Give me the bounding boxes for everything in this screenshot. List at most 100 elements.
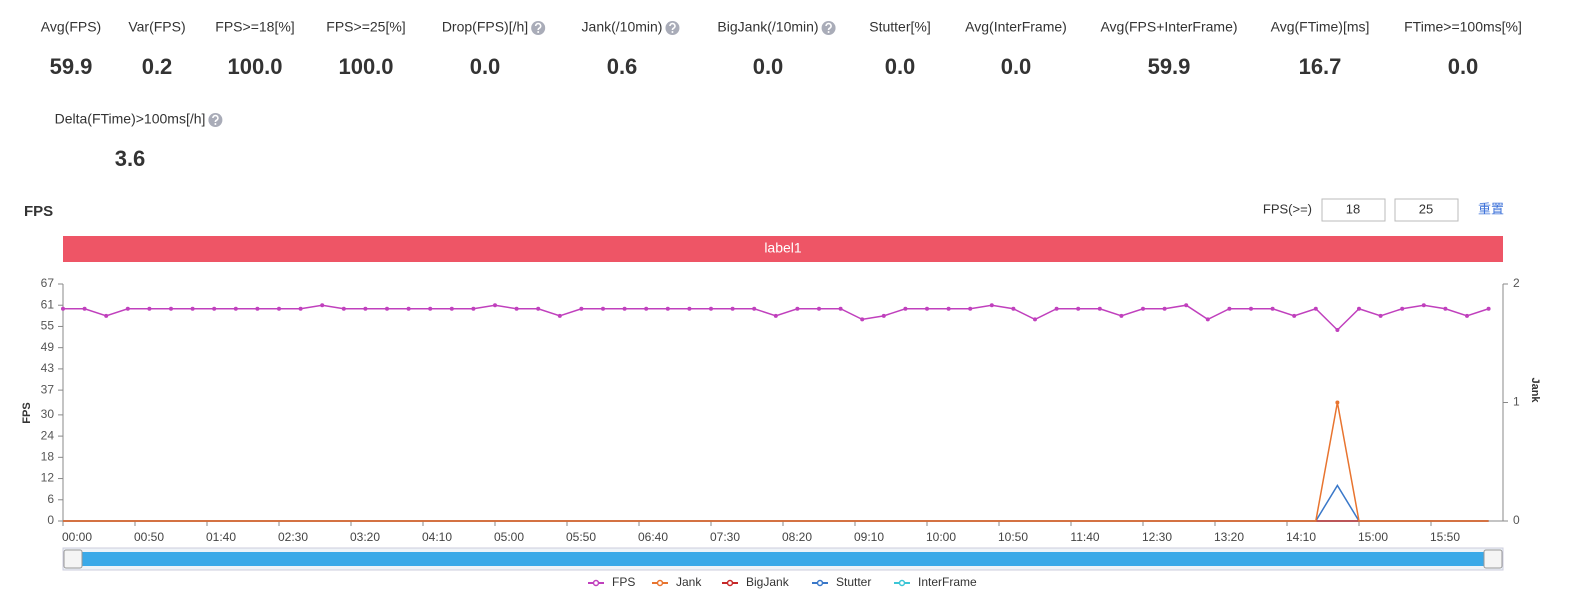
series-point xyxy=(860,317,865,322)
x-tick-label: 14:10 xyxy=(1286,530,1316,544)
help-icon-dot xyxy=(214,123,217,125)
series-point xyxy=(687,306,692,311)
y-tick-label: 12 xyxy=(41,471,55,485)
series-point xyxy=(1011,306,1016,311)
legend-symbol-dot xyxy=(592,579,600,587)
series-point xyxy=(1162,306,1167,311)
series-point xyxy=(1486,306,1491,311)
series-point xyxy=(665,306,670,311)
series-point xyxy=(989,303,994,308)
y-axis-title: FPS xyxy=(21,402,33,423)
help-icon-dot xyxy=(537,31,540,33)
series-point xyxy=(644,306,649,311)
series-point xyxy=(838,306,843,311)
series-line xyxy=(63,402,1489,522)
zoom-handle[interactable] xyxy=(1483,549,1503,569)
help-icon-dot xyxy=(671,31,674,33)
series-point xyxy=(1054,306,1059,311)
series-point xyxy=(795,306,800,311)
x-tick-label: 02:30 xyxy=(278,530,308,544)
y-tick-label: 61 xyxy=(41,297,55,311)
metric-value: 0.2 xyxy=(142,54,173,79)
y-tick-label: 0 xyxy=(47,513,54,527)
series-point xyxy=(1335,327,1340,332)
series-point xyxy=(1378,313,1383,318)
y-tick-label: 67 xyxy=(41,276,55,290)
series-point xyxy=(320,303,325,308)
series-point xyxy=(1184,303,1189,308)
metric-value: 0.0 xyxy=(885,54,916,79)
series-point xyxy=(579,306,584,311)
series-point xyxy=(1033,317,1037,322)
y-tick-label: 6 xyxy=(47,492,54,506)
series-point xyxy=(773,313,778,318)
y2-tick-label: 0 xyxy=(1513,513,1520,527)
series-point xyxy=(61,306,65,311)
x-tick-label: 03:20 xyxy=(350,530,380,544)
zoom-handle[interactable] xyxy=(63,549,83,569)
metric-value: 0.0 xyxy=(1001,54,1032,79)
x-tick-label: 05:50 xyxy=(566,530,596,544)
metric-label: Avg(FPS) xyxy=(41,19,101,35)
series-point xyxy=(1205,317,1210,322)
metric-label: FPS>=18[%] xyxy=(215,19,294,35)
series-point xyxy=(449,306,454,311)
series-point xyxy=(557,313,562,318)
series-point xyxy=(147,306,152,311)
series-point xyxy=(1465,313,1469,318)
series-point xyxy=(968,306,973,311)
metric-label: Var(FPS) xyxy=(128,19,185,35)
series-point xyxy=(601,306,605,311)
y-tick-label: 24 xyxy=(41,428,55,442)
y2-axis-title: Jank xyxy=(1529,377,1541,403)
metric-value: 100.0 xyxy=(227,54,282,79)
series-point xyxy=(212,306,217,311)
x-tick-label: 12:30 xyxy=(1142,530,1172,544)
series-point xyxy=(1227,306,1232,311)
chart-title: FPS xyxy=(24,203,53,220)
series-point xyxy=(622,306,627,311)
x-tick-label: 05:00 xyxy=(494,530,524,544)
threshold-input[interactable] xyxy=(1394,198,1459,222)
help-icon xyxy=(531,21,546,35)
series-point xyxy=(1119,313,1124,318)
help-icon xyxy=(665,21,680,35)
legend-symbol-dot xyxy=(816,579,824,587)
threshold-value: 18 xyxy=(1346,201,1360,216)
y-tick-label: 30 xyxy=(41,407,55,421)
metric-label: Avg(FTime)[ms] xyxy=(1271,19,1370,35)
series-point xyxy=(752,306,757,311)
metric-value: 59.9 xyxy=(50,54,93,79)
series-point xyxy=(1076,306,1081,311)
series-point xyxy=(1443,306,1448,311)
metric-value: 0.0 xyxy=(470,54,501,79)
threshold-input[interactable] xyxy=(1321,198,1386,222)
y-tick-label: 18 xyxy=(41,450,55,464)
series-point xyxy=(255,306,260,311)
x-tick-label: 08:20 xyxy=(782,530,812,544)
series-point xyxy=(1270,306,1275,311)
metric-value: 0.6 xyxy=(607,54,638,79)
series-point xyxy=(925,306,929,311)
x-tick-label: 01:40 xyxy=(206,530,236,544)
series-point xyxy=(817,306,821,311)
series-point xyxy=(730,306,735,311)
series-point xyxy=(946,306,951,311)
legend-label: FPS xyxy=(612,575,635,589)
metric-label: FPS>=25[%] xyxy=(326,19,405,35)
metric-value: 59.9 xyxy=(1148,54,1191,79)
x-tick-label: 13:20 xyxy=(1214,530,1244,544)
y-tick-label: 49 xyxy=(41,340,55,354)
metric-label: Delta(FTime)>100ms[/h] xyxy=(55,111,206,127)
series-point xyxy=(1097,306,1102,311)
metric-value: 100.0 xyxy=(338,54,393,79)
metric-label: Stutter[%] xyxy=(869,19,930,35)
series-point xyxy=(190,306,195,311)
x-tick-label: 00:50 xyxy=(134,530,164,544)
reset-button[interactable]: 重置 xyxy=(1478,201,1504,216)
legend-label: Jank xyxy=(676,575,702,589)
x-tick-label: 07:30 xyxy=(710,530,740,544)
zoom-slider-range[interactable] xyxy=(75,552,1491,566)
help-icon-glyph xyxy=(825,22,832,31)
x-tick-label: 10:50 xyxy=(998,530,1028,544)
